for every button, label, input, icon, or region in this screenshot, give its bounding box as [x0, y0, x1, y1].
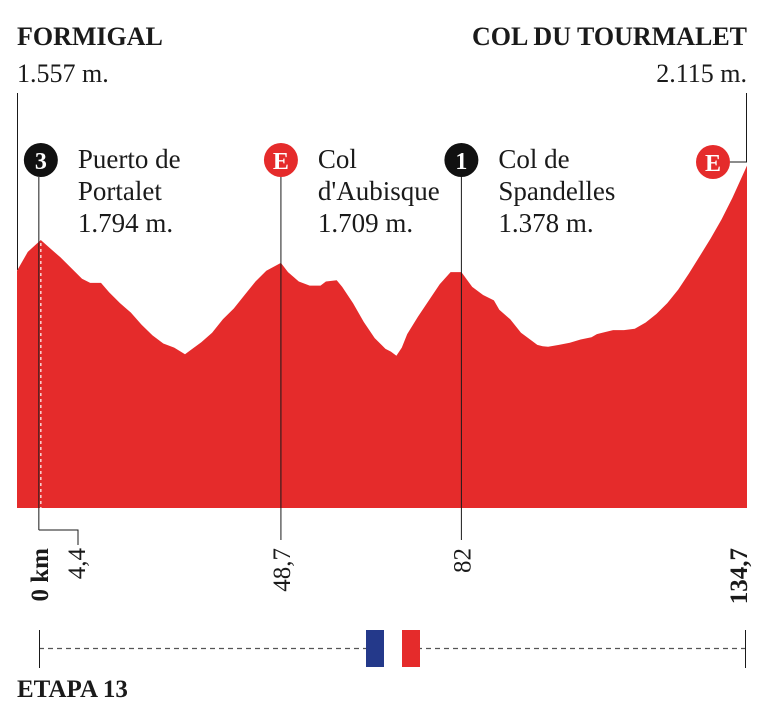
km-tick-4: 134,7 — [726, 548, 753, 604]
climb-name-0-0: Puerto de — [78, 144, 181, 174]
climb-category-3: E — [705, 151, 721, 177]
climb-altitude-1: 1.709 m. — [318, 208, 413, 238]
climb-altitude-0: 1.794 m. — [78, 208, 173, 238]
tick-leader-1 — [38, 529, 79, 545]
climb-name-2-1: Spandelles — [498, 176, 615, 206]
start-name: FORMIGAL — [17, 22, 163, 51]
km-tick-1: 4,4 — [64, 548, 91, 580]
climb-altitude-2: 1.378 m. — [498, 208, 593, 238]
flag-white-band — [384, 630, 402, 667]
km-tick-0: 0 km — [27, 548, 54, 602]
elevation-profile-area — [17, 165, 747, 508]
finish-name: COL DU TOURMALET — [472, 22, 747, 51]
km-tick-labels: 0 km 4,4 48,7 82 134,7 — [27, 529, 753, 604]
climb-badge-1 — [263, 143, 298, 177]
climb-category-2: 1 — [455, 149, 467, 175]
climb-name-0-1: Portalet — [78, 176, 162, 206]
start-altitude: 1.557 m. — [17, 59, 109, 88]
climb-name-1-0: Col — [318, 144, 357, 174]
climb-category-1: E — [273, 149, 289, 175]
climb-name-2-0: Col de — [498, 144, 569, 174]
km-tick-3: 82 — [449, 548, 476, 573]
km-tick-2: 48,7 — [269, 548, 296, 592]
climb-name-1-1: d'Aubisque — [318, 176, 440, 206]
france-flag-icon — [366, 630, 420, 667]
climb-category-0: 3 — [35, 149, 47, 175]
finish-altitude: 2.115 m. — [656, 59, 747, 88]
flag-blue-band — [366, 630, 384, 667]
climb-badge-3 — [696, 145, 730, 179]
climb-badge-0 — [23, 143, 58, 177]
flag-red-band — [402, 630, 420, 667]
stage-label: ETAPA 13 — [17, 676, 128, 703]
climb-badge-2 — [444, 143, 479, 177]
